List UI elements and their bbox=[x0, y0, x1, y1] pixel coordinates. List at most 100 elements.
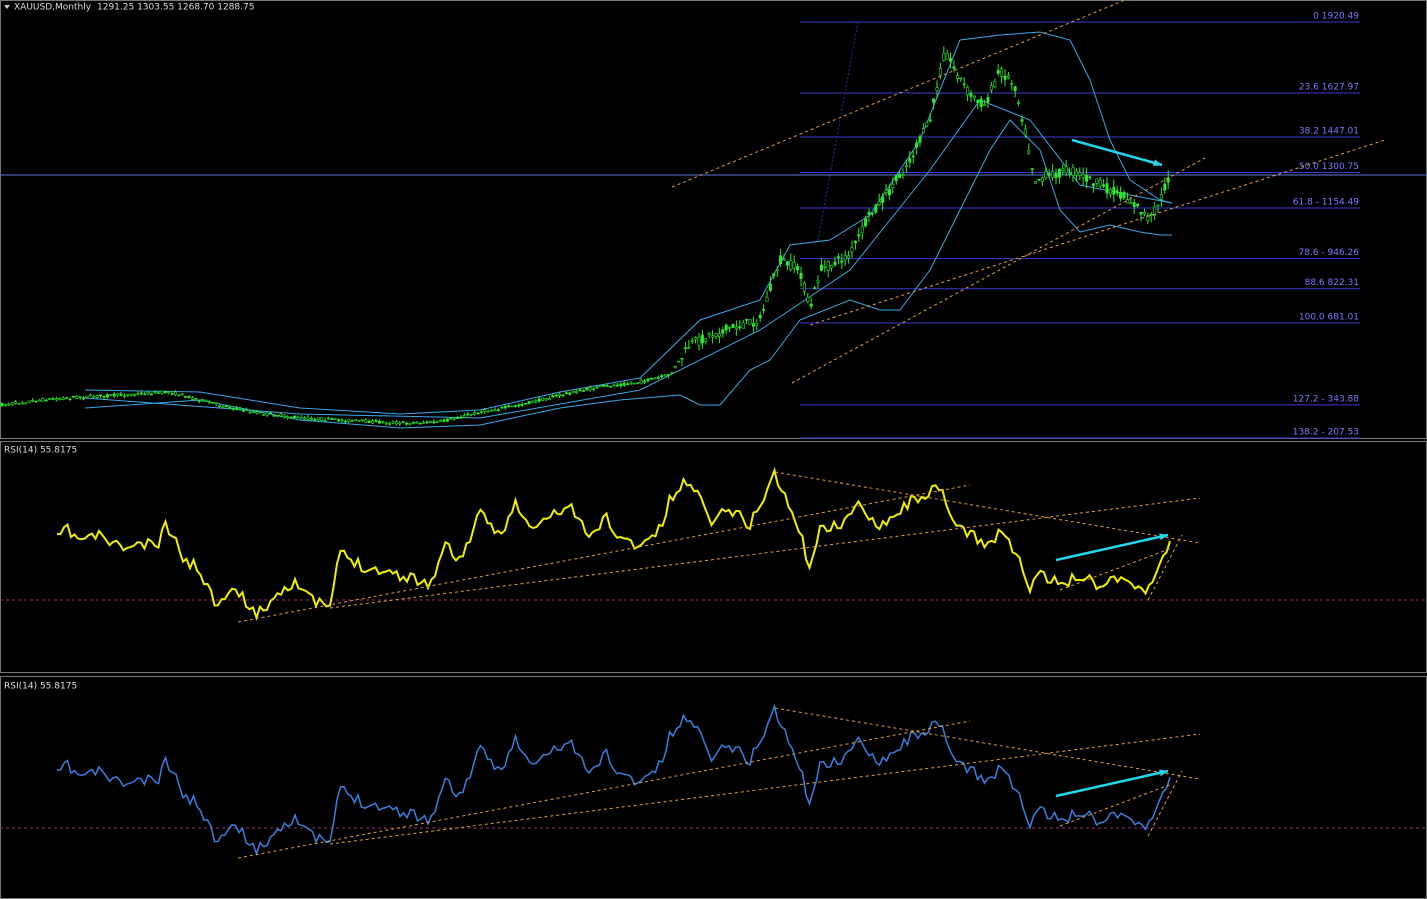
candle-body bbox=[816, 280, 820, 283]
candle-body bbox=[673, 366, 677, 369]
candle-body bbox=[275, 415, 279, 418]
candle-body bbox=[877, 201, 881, 206]
candle-body bbox=[323, 420, 327, 422]
candle-body bbox=[82, 397, 86, 400]
candle-body bbox=[374, 420, 378, 422]
cycle-line bbox=[817, 21, 859, 241]
candle-body bbox=[1017, 101, 1021, 104]
candle-body bbox=[524, 403, 528, 405]
candle-body bbox=[921, 128, 925, 134]
candle-body bbox=[731, 323, 735, 328]
candle-body bbox=[1146, 215, 1150, 222]
candle-body bbox=[299, 416, 303, 420]
candle-body bbox=[1034, 181, 1038, 184]
candle-body bbox=[952, 66, 956, 69]
fib-level-label: 38.2 1447.01 bbox=[1299, 126, 1359, 136]
candle-body bbox=[683, 347, 687, 350]
candle-body bbox=[707, 332, 711, 336]
candle-body bbox=[286, 416, 290, 419]
trend-line bbox=[809, 139, 1386, 326]
candle-body bbox=[1108, 188, 1112, 195]
candle-body bbox=[626, 383, 630, 386]
candle-body bbox=[238, 407, 242, 410]
candle-body bbox=[894, 175, 898, 182]
candle-body bbox=[139, 392, 143, 395]
candle-body bbox=[830, 265, 834, 268]
candle-body bbox=[1061, 168, 1065, 171]
candle-body bbox=[881, 196, 885, 203]
trend-line bbox=[329, 733, 1201, 845]
quote-label: 1291.25 1303.55 1268.70 1288.75 bbox=[97, 3, 254, 13]
candle-body bbox=[796, 266, 800, 271]
candle-body bbox=[911, 155, 915, 158]
candle-body bbox=[214, 402, 218, 405]
candle-body bbox=[377, 420, 381, 424]
candle-body bbox=[442, 419, 446, 422]
candle-body bbox=[292, 415, 296, 418]
candle-body bbox=[204, 399, 208, 402]
trend-line bbox=[791, 157, 1206, 384]
candle-body bbox=[823, 265, 827, 268]
candle-body bbox=[92, 395, 96, 398]
candle-body bbox=[843, 255, 847, 261]
candle-body bbox=[1129, 202, 1133, 204]
candle-body bbox=[748, 319, 752, 325]
candle-body bbox=[129, 393, 133, 396]
menu-triangle[interactable] bbox=[4, 5, 10, 9]
candle-body bbox=[405, 422, 409, 425]
candle-body bbox=[27, 400, 31, 403]
fib-level-label: 138.2 - 207.53 bbox=[1293, 428, 1359, 438]
candle-body bbox=[316, 417, 320, 420]
candle-body bbox=[789, 260, 793, 270]
candle-body bbox=[503, 405, 507, 409]
candle-body bbox=[945, 53, 949, 60]
fib-level-label: 50.0 1300.75 bbox=[1299, 162, 1359, 172]
candle-body bbox=[7, 403, 11, 406]
candle-body bbox=[704, 338, 708, 342]
candle-body bbox=[153, 391, 157, 394]
candle-body bbox=[483, 409, 487, 413]
candle-body bbox=[772, 273, 776, 277]
candle-body bbox=[938, 68, 942, 76]
candle-body bbox=[711, 335, 715, 338]
candle-body bbox=[779, 255, 783, 264]
candle-body bbox=[955, 75, 959, 80]
candle-body bbox=[802, 282, 806, 292]
candle-body bbox=[218, 405, 222, 407]
rsi-label: RSI(14) 55.8175 bbox=[4, 446, 77, 456]
candle-body bbox=[1047, 173, 1051, 175]
candle-body bbox=[741, 322, 745, 329]
trend-line bbox=[237, 720, 971, 859]
candle-body bbox=[1037, 178, 1041, 181]
candle-body bbox=[595, 386, 599, 389]
candle-body bbox=[1122, 191, 1126, 199]
candle-body bbox=[507, 405, 511, 408]
candle-body bbox=[415, 421, 419, 424]
candle-body bbox=[479, 411, 483, 414]
candle-body bbox=[612, 384, 616, 387]
candle-body bbox=[190, 397, 194, 400]
candle-body bbox=[364, 419, 368, 423]
candle-body bbox=[663, 374, 667, 377]
band-middle bbox=[84, 99, 1173, 419]
arrow-line bbox=[1055, 769, 1169, 798]
candle-body bbox=[99, 394, 103, 397]
candle-body bbox=[517, 404, 521, 407]
candle-body bbox=[354, 419, 358, 422]
candle-body bbox=[37, 399, 41, 402]
candle-body bbox=[1074, 170, 1078, 176]
band-upper bbox=[84, 31, 1173, 415]
candle-body bbox=[1044, 171, 1048, 179]
candle-body bbox=[252, 411, 256, 413]
candle-body bbox=[398, 422, 402, 425]
candle-body bbox=[340, 419, 344, 422]
candle-body bbox=[262, 414, 266, 416]
candle-body bbox=[350, 420, 354, 422]
candle-body bbox=[520, 404, 524, 406]
candle-body bbox=[1054, 173, 1058, 179]
candle-body bbox=[20, 402, 24, 405]
candle-body bbox=[445, 418, 449, 422]
candle-body bbox=[646, 378, 650, 382]
candle-body bbox=[119, 393, 123, 396]
trend-line bbox=[671, 0, 1126, 188]
